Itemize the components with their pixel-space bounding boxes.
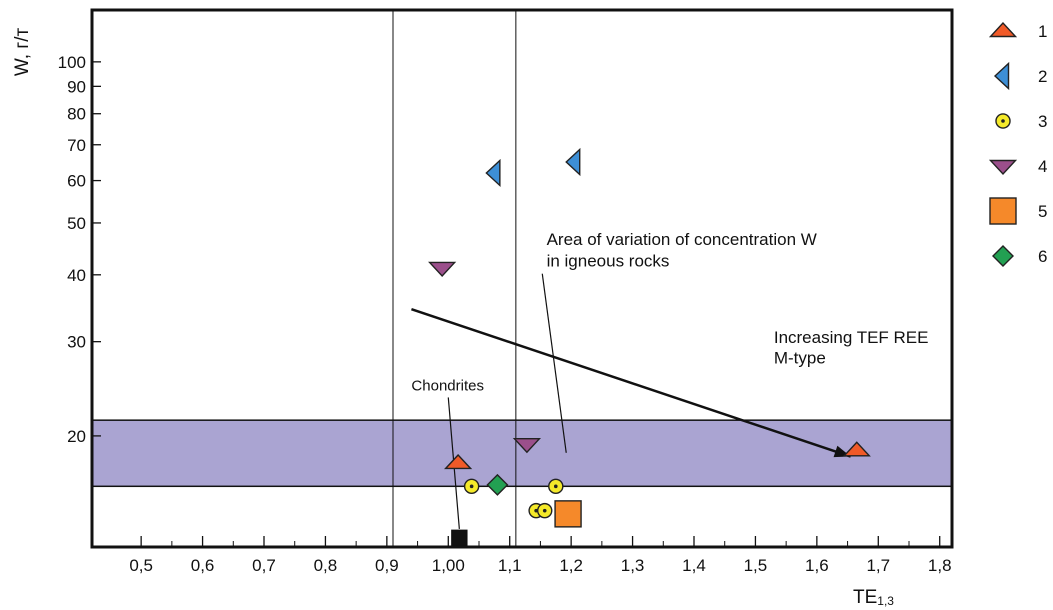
x-tick-label: 0,7 <box>252 556 276 575</box>
y-tick-label: 30 <box>67 333 86 352</box>
x-tick-label: 1,3 <box>621 556 645 575</box>
x-axis-title: TE1,3 <box>853 587 894 608</box>
series-3-point-1-dot <box>469 484 474 489</box>
variation-band <box>91 419 953 488</box>
legend-marker-2 <box>993 61 1010 91</box>
x-tick-label: 1,5 <box>744 556 768 575</box>
data-points <box>428 147 871 547</box>
chondrite-point-1 <box>451 529 468 547</box>
y-tick-label: 80 <box>67 105 86 124</box>
legend-marker-3-dot <box>1001 119 1005 123</box>
series-2-point-1 <box>485 158 501 188</box>
series-3-point-1 <box>463 478 480 495</box>
legend-label-5: 5 <box>1038 202 1047 221</box>
series-1-point-1 <box>444 453 473 470</box>
legend-label-2: 2 <box>1038 67 1047 86</box>
band-layer <box>91 419 953 488</box>
y-tick-label: 90 <box>67 77 86 96</box>
x-tick-label: 1,6 <box>805 556 829 575</box>
y-tick-label: 100 <box>58 53 86 72</box>
annotation-2: Area of variation of concentration W <box>547 230 817 249</box>
series-3-point-4 <box>548 478 564 495</box>
y-tick-label: 20 <box>67 427 86 446</box>
annotation-4: Increasing TEF REE <box>774 328 929 347</box>
legend-label-1: 1 <box>1038 22 1047 41</box>
x-tick-label: 1,1 <box>498 556 522 575</box>
x-axis-title-main: TE <box>853 587 877 608</box>
legend-marker-3 <box>995 113 1011 129</box>
y-tick-label: 60 <box>67 172 86 191</box>
x-axis-ticks: 0,5 0,6 0,7 0,8 0,9 1,00 1,1 1,2 1,3 1,4 1,5 1,6 1,7… <box>129 536 952 575</box>
legend-label-6: 6 <box>1038 247 1047 266</box>
legend-label-4: 4 <box>1038 157 1047 176</box>
series-3-point-3-dot <box>542 508 547 513</box>
x-tick-label: 0,6 <box>191 556 215 575</box>
x-tick-label: 1,00 <box>432 556 465 575</box>
x-tick-label: 1,7 <box>866 556 890 575</box>
x-tick-label: 0,5 <box>129 556 153 575</box>
y-axis-title: W, г/т <box>12 28 33 77</box>
x-tick-label: 1,4 <box>682 556 706 575</box>
x-tick-label: 0,9 <box>375 556 399 575</box>
y-axis-ticks: 20 30 40 50 60 70 80 90 100 <box>58 53 101 446</box>
vertical-lines <box>392 10 517 547</box>
series-4-point-1 <box>428 261 457 277</box>
annotation-1: Chondrites <box>411 378 484 395</box>
legend-marker-1 <box>988 21 1018 38</box>
series-1-point-2 <box>842 441 871 457</box>
series-3-point-4-dot <box>553 484 558 489</box>
leader-line-2 <box>541 273 567 453</box>
legend-label-3: 3 <box>1038 112 1047 131</box>
series-3-point-3 <box>537 502 553 519</box>
series-5-point-1 <box>554 500 582 528</box>
series-3-point-2-dot <box>534 508 538 513</box>
y-tick-label: 70 <box>67 136 86 155</box>
legend-marker-5 <box>989 197 1017 225</box>
x-axis-title-subscript: 1,3 <box>877 594 894 608</box>
x-tick-label: 1,8 <box>928 556 952 575</box>
plot-frame <box>90 8 954 549</box>
annotation-5: M-type <box>774 349 826 368</box>
series-4-point-2 <box>512 437 542 454</box>
x-tick-label: 0,8 <box>314 556 338 575</box>
legend-marker-4 <box>988 159 1018 176</box>
series-6-point-1 <box>486 473 509 496</box>
legend-marker-6 <box>992 245 1014 267</box>
y-tick-label: 40 <box>67 266 86 285</box>
annotations: Chondrites Area of variation of concentra… <box>411 230 928 395</box>
trend-arrow-line <box>411 308 852 458</box>
annotation-3: in igneous rocks <box>547 251 670 270</box>
x-tick-label: 1,2 <box>559 556 583 575</box>
y-tick-label: 50 <box>67 214 86 233</box>
legend: 1 2 3 4 5 6 <box>988 21 1047 267</box>
series-2-point-2 <box>565 147 581 177</box>
